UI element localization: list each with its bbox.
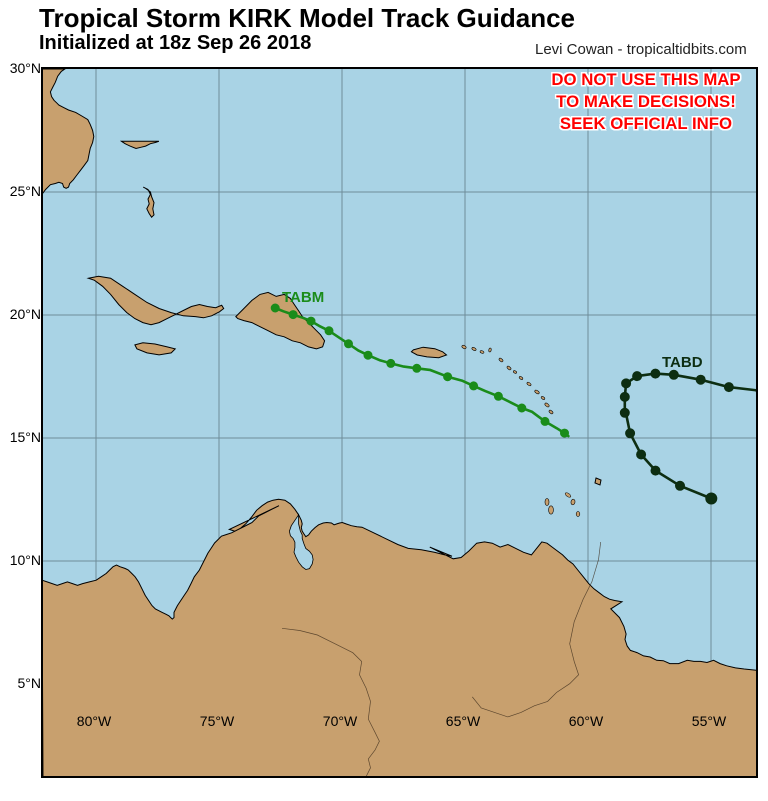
svg-text:TABD: TABD <box>662 354 703 371</box>
svg-text:TABM: TABM <box>282 289 324 306</box>
